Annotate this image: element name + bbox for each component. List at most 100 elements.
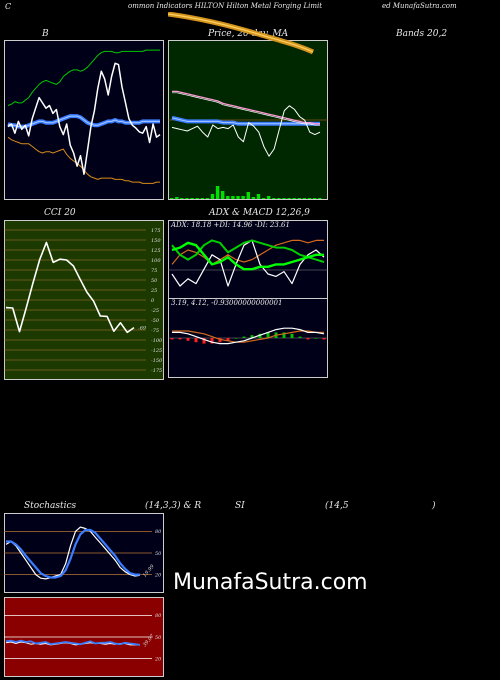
volume-bar <box>205 198 210 199</box>
price-ma-blue-line <box>171 117 320 125</box>
volume-bar <box>261 198 266 199</box>
macd-histogram-bar <box>314 338 318 339</box>
macd-histogram-bar <box>282 332 286 338</box>
volume-bar <box>267 196 271 199</box>
cci-tick-label: -150 <box>151 358 163 364</box>
adx-chart: ADX: 18.18 +DI: 14.96 -DI: 23.61 <box>168 220 328 300</box>
cci-tick-label: 25 <box>150 288 157 294</box>
volume-bar <box>302 198 307 199</box>
cci-tick-label: -125 <box>151 348 162 354</box>
rsi-tick-label: 80 <box>155 613 162 619</box>
stoch-title-rsi: (14,5 <box>325 501 349 511</box>
volume-bar <box>231 196 235 199</box>
bollinger-chart <box>4 40 164 200</box>
cci-title: CCI 20 <box>44 208 76 218</box>
macd-signal-line <box>172 330 324 343</box>
volume-bar <box>318 198 322 199</box>
cci-tick-label: 75 <box>151 268 157 274</box>
volume-bar <box>210 194 215 199</box>
adx-plus-di-line <box>171 239 325 263</box>
rsi-tick-label: 20 <box>154 656 162 662</box>
volume-bar <box>307 198 312 199</box>
volume-bar <box>282 198 286 199</box>
adx-line <box>171 241 324 271</box>
macd-histogram-bar <box>298 336 302 338</box>
macd-histogram-bar <box>250 335 254 338</box>
cci-tick-label: 0 <box>151 298 155 304</box>
price-ma20-line <box>172 90 320 125</box>
volume-bar <box>180 198 184 199</box>
volume-bar <box>251 197 256 199</box>
volume-bar <box>185 198 189 199</box>
rsi-tick-label: 50 <box>155 635 162 641</box>
price-ma20-inner-line <box>172 92 320 126</box>
macd-histogram-bar <box>290 333 294 338</box>
cci-tick-label: -100 <box>151 338 163 344</box>
cci-tick-label: 175 <box>151 228 161 234</box>
macd-histogram-bar <box>218 338 222 343</box>
volume-bar <box>170 198 174 199</box>
volume-bar <box>246 192 250 199</box>
cci-tick-label: -25 <box>151 308 159 314</box>
macd-histogram-bar <box>178 338 182 340</box>
macd-histogram-bar <box>202 338 206 344</box>
stoch-title-left: Stochastics <box>24 501 77 511</box>
adx-label: ADX: 18.18 +DI: 14.96 -DI: 23.61 <box>171 221 290 229</box>
volume-bar <box>226 196 230 199</box>
macd-line <box>172 327 325 345</box>
bollinger-upper-line <box>7 49 160 106</box>
cci-tick-label: -175 <box>151 368 162 374</box>
macd-histogram-bar <box>266 332 270 338</box>
volume-bar <box>215 186 220 199</box>
ma-overlay-band <box>168 12 315 55</box>
cci-tick-label: 125 <box>151 248 161 254</box>
watermark: MunafaSutra.com <box>173 570 368 595</box>
bollinger-title: B <box>42 29 49 39</box>
volume-bar <box>256 194 261 199</box>
macd-histogram-bar <box>226 338 230 341</box>
macd-histogram-bar <box>170 338 174 340</box>
volume-bar <box>221 191 225 199</box>
rsi-chart: 80 50 20 39.07 <box>4 597 164 677</box>
macd-label: 3.19, 4.12, -0.93000000000001 <box>171 299 283 307</box>
volume-bar <box>175 197 179 199</box>
volume-bar <box>312 198 317 199</box>
volume-bar <box>287 198 291 199</box>
price-chart <box>168 40 328 200</box>
cci-value-label: -69 <box>138 326 147 332</box>
cci-tick-label: 150 <box>151 238 161 244</box>
macd-histogram-bar <box>186 338 190 341</box>
volume-bar <box>195 198 199 199</box>
volume-bar <box>190 198 194 199</box>
stochastics-tick-label: 20 <box>154 572 162 578</box>
stochastics-tick-label: 50 <box>155 551 162 557</box>
cci-line <box>5 241 135 334</box>
macd-histogram-bar <box>242 336 246 338</box>
volume-bar <box>200 198 204 199</box>
rsi-rsi_blue-line <box>5 639 141 646</box>
cci-tick-label: -75 <box>151 328 159 334</box>
volume-bar <box>236 196 240 199</box>
bollinger-price-line <box>7 62 161 175</box>
macd-histogram-bar <box>234 338 238 339</box>
header-left: C <box>5 2 12 11</box>
price-line <box>171 105 321 157</box>
cci-tick-label: 50 <box>151 278 158 284</box>
stoch-title-mid: (14,3,3) & R <box>145 501 202 511</box>
cci-tick-label: 100 <box>151 258 161 264</box>
stochastics-k-line <box>5 526 141 580</box>
cci-tick-label: -50 <box>151 318 160 324</box>
volume-bar <box>277 198 281 199</box>
volume-bar <box>292 198 296 199</box>
macd-histogram-bar <box>258 333 262 338</box>
header-title: ommon Indicators HILTON Hilton Metal For… <box>128 2 323 10</box>
volume-bar <box>241 196 245 199</box>
macd-histogram-bar <box>306 338 310 340</box>
stoch-chart: 80 50 20 19.99 <box>4 513 164 593</box>
macd-histogram-bar <box>210 338 214 344</box>
bollinger-middle-line <box>7 115 160 128</box>
bollinger-subtitle: Bands 20,2 <box>396 29 448 39</box>
adx-title: ADX & MACD 12,26,9 <box>209 208 310 218</box>
stochastics-d-line <box>6 528 140 579</box>
macd-chart: 3.19, 4.12, -0.93000000000001 <box>168 298 328 378</box>
